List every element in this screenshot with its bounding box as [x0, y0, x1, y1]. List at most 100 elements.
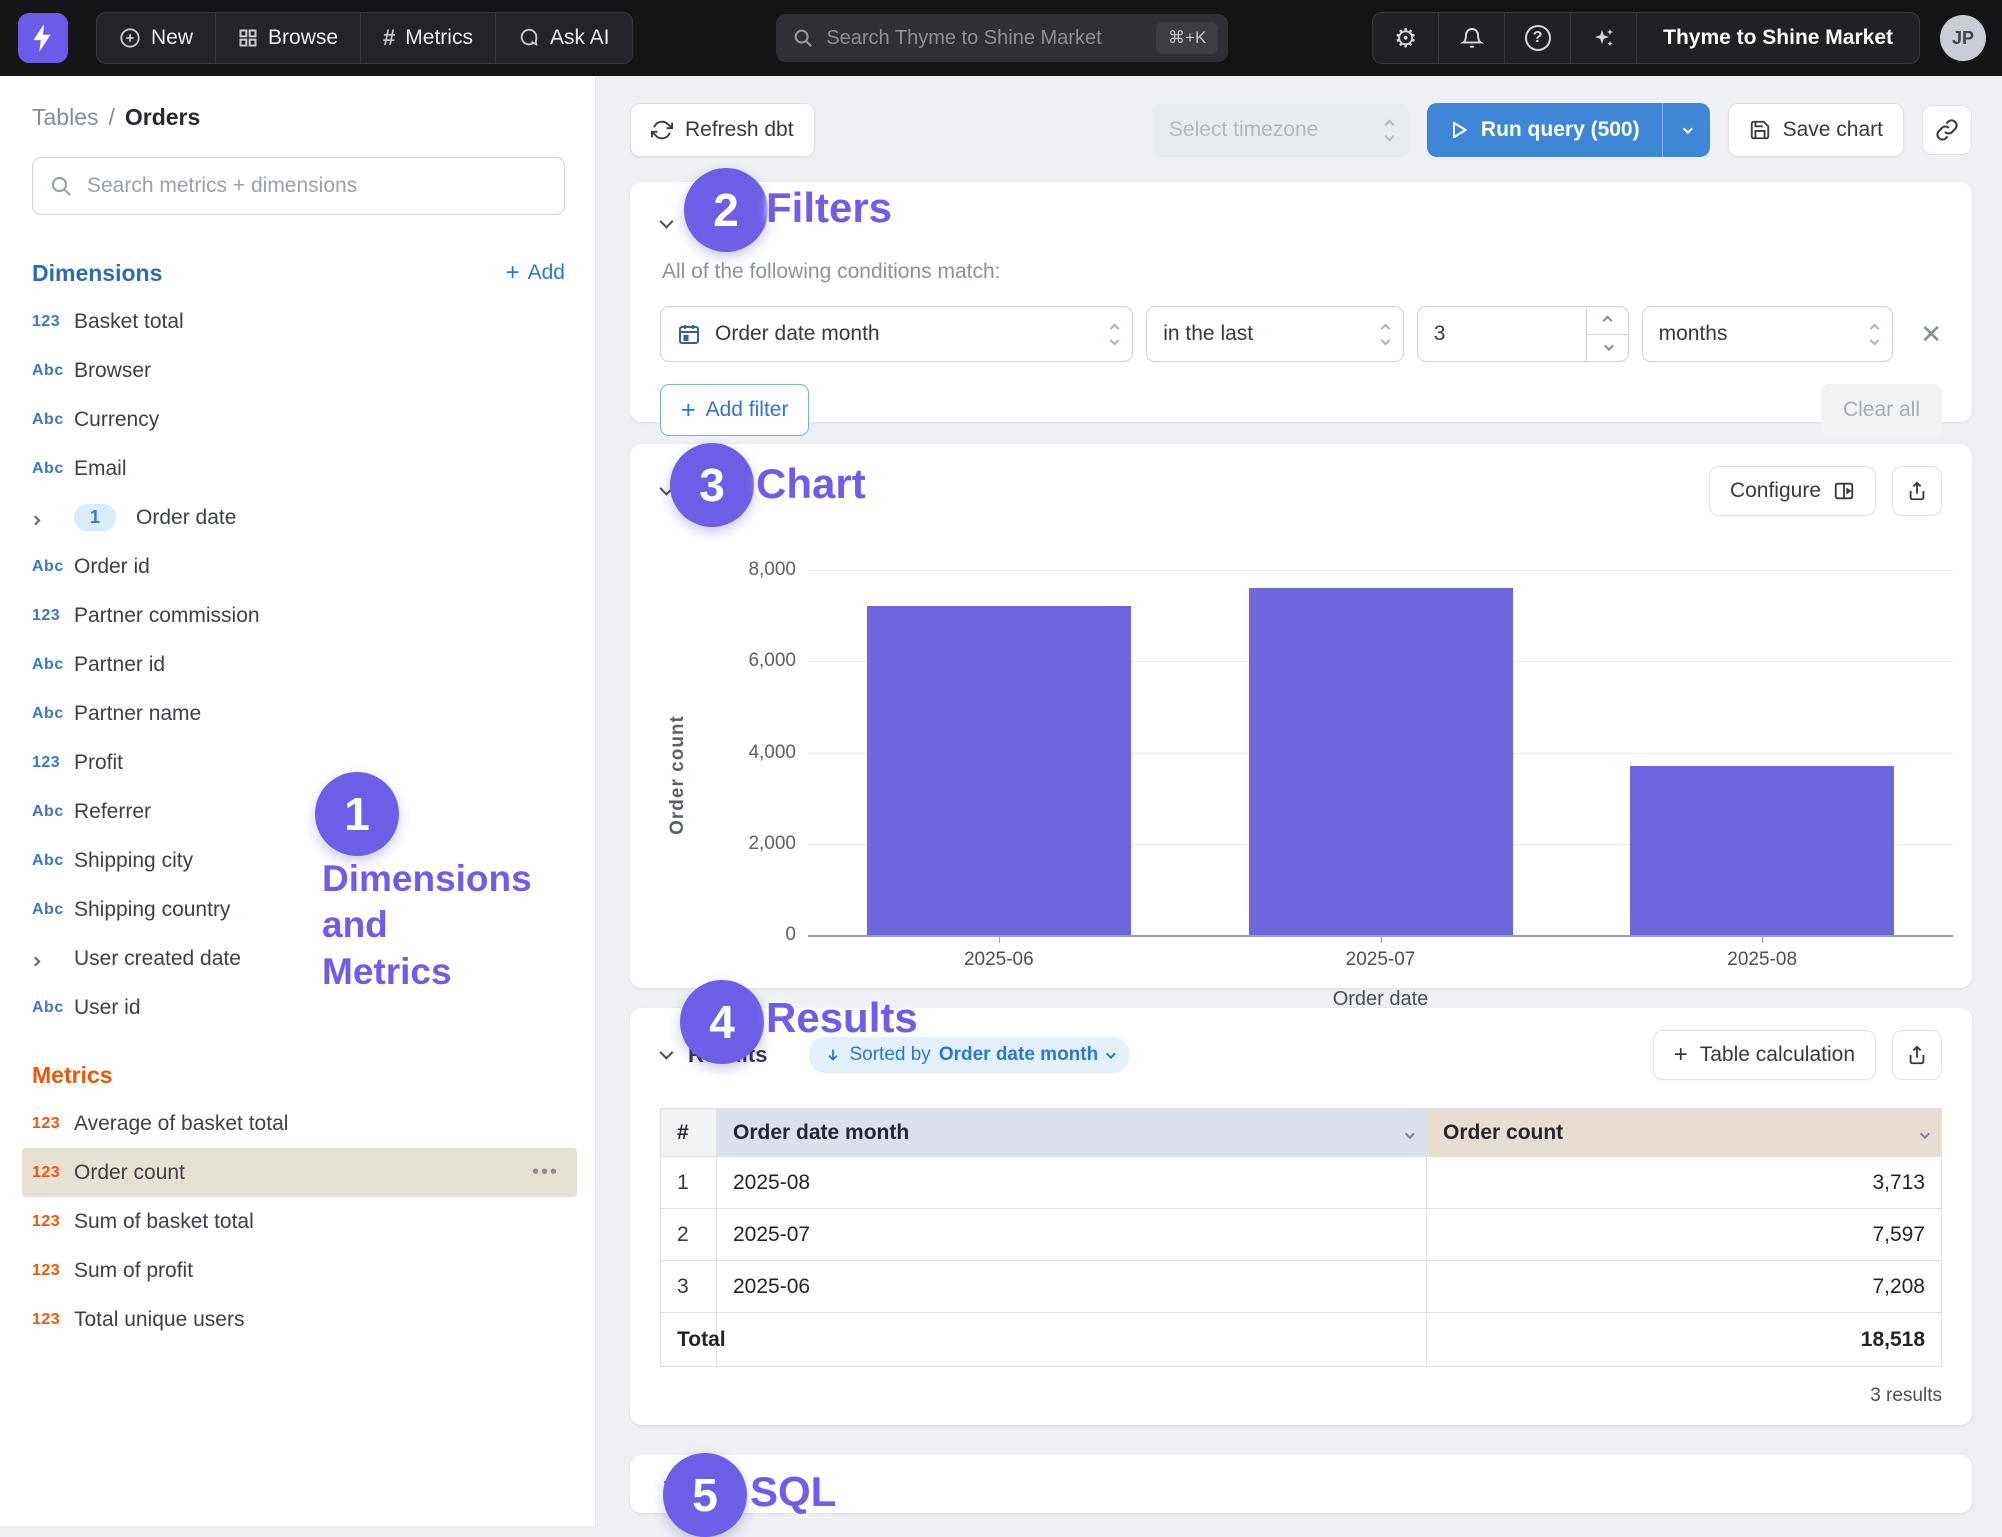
- dimension-item-shipping-city[interactable]: AbcShipping city: [22, 836, 577, 885]
- remove-filter-button[interactable]: ✕: [1920, 321, 1942, 347]
- results-count: 3 results: [660, 1385, 1942, 1407]
- field-label: Partner id: [74, 653, 165, 677]
- metric-item-average-of-basket-total[interactable]: 123Average of basket total: [22, 1099, 577, 1148]
- dimension-item-order-date[interactable]: 1Order date: [22, 493, 577, 542]
- chevron-down-icon[interactable]: [1405, 1121, 1412, 1145]
- refresh-dbt-button[interactable]: Refresh dbt: [630, 103, 815, 157]
- number-type-icon: 123: [32, 607, 74, 625]
- field-label: User created date: [74, 947, 241, 971]
- filter-unit-select[interactable]: months: [1642, 306, 1894, 362]
- help-button[interactable]: ?: [1505, 13, 1571, 63]
- field-label: Partner commission: [74, 604, 260, 628]
- table-calculation-label: Table calculation: [1700, 1043, 1855, 1067]
- chevron-right-icon[interactable]: [32, 947, 74, 971]
- timezone-select[interactable]: Select timezone: [1153, 103, 1409, 157]
- bar-2025-07[interactable]: [1249, 588, 1513, 935]
- total-label-cell: Total: [661, 1313, 717, 1367]
- run-query-button-group: Run query (500): [1427, 103, 1710, 157]
- table-total-row: Total18,518: [661, 1313, 1942, 1367]
- org-switcher[interactable]: Thyme to Shine Market: [1637, 13, 1919, 63]
- clear-all-filters-button[interactable]: Clear all: [1821, 384, 1942, 436]
- select-updown-icon: [1111, 325, 1118, 344]
- filters-collapse-button[interactable]: [660, 215, 670, 233]
- navbar-utility-group: ⚙ ? Thyme to Shine Market: [1372, 12, 1920, 64]
- ai-sparkles-button[interactable]: [1571, 13, 1637, 63]
- configure-chart-button[interactable]: Configure: [1709, 466, 1876, 516]
- chat-star-icon: [518, 27, 540, 49]
- field-usage-badge: 1: [74, 504, 116, 531]
- y-tick-label: 8,000: [748, 559, 796, 581]
- bar-2025-06[interactable]: [867, 606, 1131, 935]
- gear-icon: ⚙: [1394, 25, 1417, 51]
- dimension-item-partner-id[interactable]: AbcPartner id: [22, 640, 577, 689]
- table-row: 32025-067,208: [661, 1261, 1942, 1313]
- sql-expand-button[interactable]: [660, 1480, 670, 1498]
- save-chart-button[interactable]: Save chart: [1728, 103, 1904, 157]
- dimension-item-basket-total[interactable]: 123Basket total: [22, 297, 577, 346]
- metric-item-order-count[interactable]: 123Order count•••: [22, 1148, 577, 1197]
- filter-operator-value: in the last: [1163, 322, 1382, 346]
- nav-item-ask-ai[interactable]: Ask AI: [496, 13, 632, 63]
- export-results-button[interactable]: [1892, 1030, 1942, 1080]
- add-filter-button[interactable]: + Add filter: [660, 384, 809, 436]
- share-link-button[interactable]: [1922, 105, 1972, 155]
- filter-value-input[interactable]: 3: [1417, 306, 1629, 362]
- stepper-up-button[interactable]: [1587, 307, 1628, 335]
- user-avatar[interactable]: JP: [1940, 15, 1986, 61]
- chevron-down-icon[interactable]: [1920, 1121, 1927, 1145]
- field-label: Email: [74, 457, 127, 481]
- dimension-item-user-id[interactable]: AbcUser id: [22, 983, 577, 1032]
- stepper-down-button[interactable]: [1587, 335, 1628, 362]
- filter-operator-select[interactable]: in the last: [1146, 306, 1404, 362]
- nav-label-browse: Browse: [268, 26, 338, 50]
- fields-search-input[interactable]: Search metrics + dimensions: [32, 157, 565, 215]
- settings-button[interactable]: ⚙: [1373, 13, 1439, 63]
- filter-field-select[interactable]: Order date month: [660, 306, 1133, 362]
- sorted-by-pill[interactable]: Sorted by Order date month: [809, 1037, 1129, 1073]
- dimension-item-referrer[interactable]: AbcReferrer: [22, 787, 577, 836]
- dimension-item-user-created-date[interactable]: User created date: [22, 934, 577, 983]
- nav-item-new[interactable]: New: [97, 13, 216, 63]
- add-dimension-button[interactable]: + Add: [506, 259, 565, 287]
- chevron-right-icon[interactable]: [32, 506, 74, 530]
- field-label: Basket total: [74, 310, 184, 334]
- dimension-item-shipping-country[interactable]: AbcShipping country: [22, 885, 577, 934]
- run-query-label: Run query (500): [1481, 118, 1640, 142]
- column-header-index[interactable]: #: [661, 1109, 717, 1157]
- metric-item-sum-of-profit[interactable]: 123Sum of profit: [22, 1246, 577, 1295]
- table-calculation-button[interactable]: + Table calculation: [1653, 1030, 1876, 1080]
- x-tick-label: 2025-08: [1727, 949, 1797, 971]
- nav-item-metrics[interactable]: # Metrics: [361, 13, 496, 63]
- dimension-item-partner-commission[interactable]: 123Partner commission: [22, 591, 577, 640]
- export-chart-button[interactable]: [1892, 466, 1942, 516]
- x-tick-mark: [999, 935, 1000, 943]
- column-header-order-count[interactable]: Order count: [1427, 1109, 1942, 1157]
- notifications-button[interactable]: [1439, 13, 1505, 63]
- chart-collapse-button[interactable]: [660, 482, 670, 500]
- field-options-button[interactable]: •••: [532, 1161, 559, 1184]
- nav-item-browse[interactable]: Browse: [216, 13, 361, 63]
- results-collapse-button[interactable]: [660, 1046, 670, 1064]
- dimension-item-email[interactable]: AbcEmail: [22, 444, 577, 493]
- dimension-item-profit[interactable]: 123Profit: [22, 738, 577, 787]
- dimension-item-currency[interactable]: AbcCurrency: [22, 395, 577, 444]
- run-query-options-button[interactable]: [1662, 103, 1710, 157]
- dimension-item-browser[interactable]: AbcBrowser: [22, 346, 577, 395]
- field-label: Sum of basket total: [74, 1210, 254, 1234]
- run-query-button[interactable]: Run query (500): [1427, 103, 1662, 157]
- app-logo[interactable]: [18, 13, 68, 63]
- column-label: Order count: [1443, 1121, 1563, 1144]
- metric-item-sum-of-basket-total[interactable]: 123Sum of basket total: [22, 1197, 577, 1246]
- column-header-order-date-month[interactable]: Order date month: [717, 1109, 1427, 1157]
- global-search-input[interactable]: Search Thyme to Shine Market ⌘+K: [776, 14, 1228, 62]
- bar-2025-08[interactable]: [1630, 766, 1894, 935]
- field-label: Order id: [74, 555, 150, 579]
- dimension-item-partner-name[interactable]: AbcPartner name: [22, 689, 577, 738]
- dimension-item-order-id[interactable]: AbcOrder id: [22, 542, 577, 591]
- chart-card: Chart Configure Order count 02,0004,0006…: [630, 444, 1972, 988]
- order-count-cell: 3,713: [1427, 1157, 1942, 1209]
- breadcrumb-tables-link[interactable]: Tables: [32, 104, 98, 131]
- number-type-icon: 123: [32, 313, 74, 331]
- select-updown-icon: [1382, 325, 1389, 344]
- metric-item-total-unique-users[interactable]: 123Total unique users: [22, 1295, 577, 1344]
